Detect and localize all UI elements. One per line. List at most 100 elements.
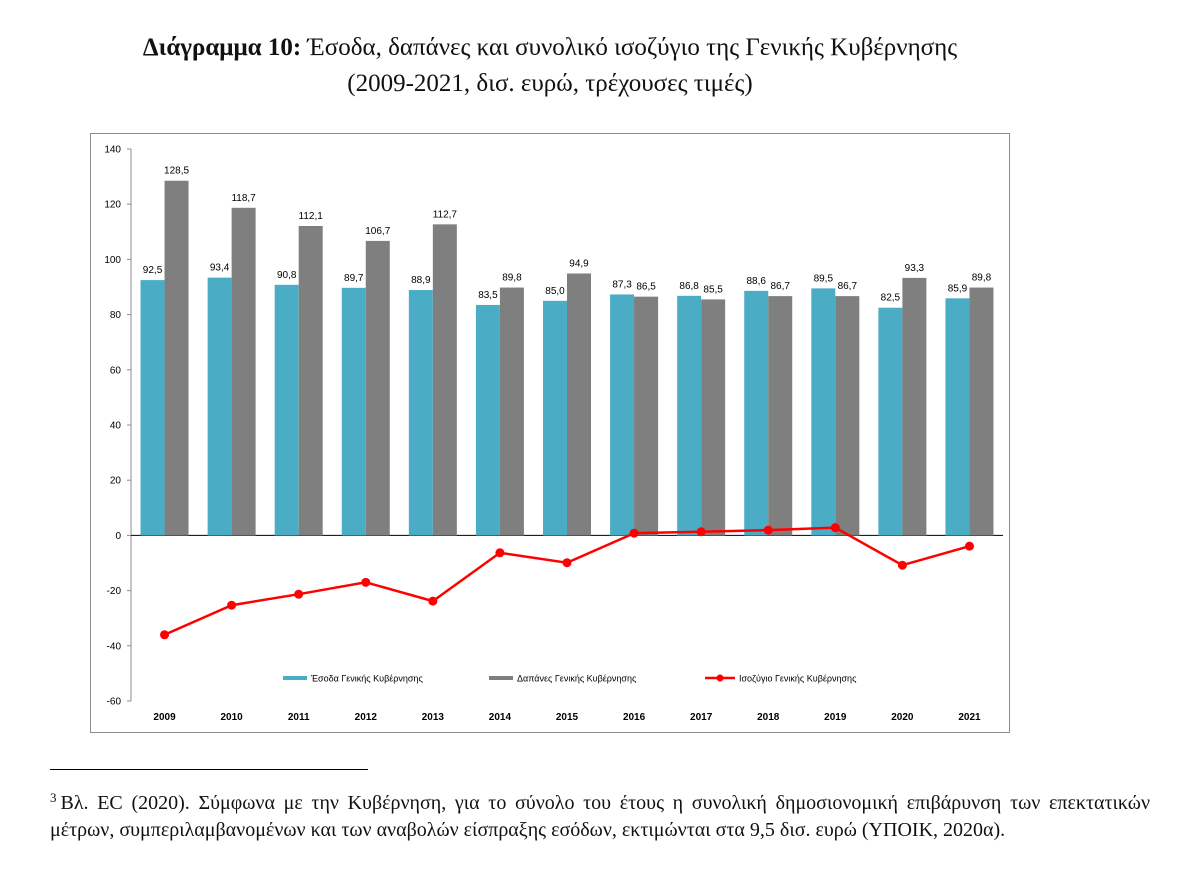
- chart-title: Διάγραμμα 10: Έσοδα, δαπάνες και συνολικ…: [0, 30, 1100, 102]
- legend-item-revenue: Έσοδα Γενικής Κυβέρνησης: [310, 674, 423, 684]
- y-tick-label: 80: [110, 310, 122, 321]
- x-tick-label: 2012: [355, 712, 378, 723]
- data-label-expenditure: 128,5: [164, 166, 189, 177]
- data-label-expenditure: 86,5: [636, 282, 656, 293]
- data-label-revenue: 87,3: [612, 279, 632, 290]
- balance-point: [428, 596, 438, 606]
- bar-revenue: [677, 295, 702, 536]
- balance-point: [763, 525, 773, 535]
- balance-point: [897, 560, 907, 570]
- bar-expenditure: [164, 180, 189, 536]
- y-tick-label: 140: [104, 145, 121, 156]
- footnote-marker: 3: [50, 790, 57, 805]
- bar-expenditure: [768, 296, 793, 536]
- bar-revenue: [140, 280, 165, 536]
- x-tick-label: 2019: [824, 712, 847, 723]
- footnote-text: Βλ. EC (2020). Σύμφωνα με την Κυβέρνηση,…: [50, 792, 1150, 841]
- x-tick-label: 2010: [220, 712, 243, 723]
- x-tick-label: 2018: [757, 712, 780, 723]
- data-label-expenditure: 106,7: [365, 226, 390, 237]
- bar-revenue: [543, 300, 567, 536]
- bar-revenue: [274, 284, 299, 536]
- title-prefix: Διάγραμμα 10:: [142, 34, 302, 61]
- y-tick-label: 20: [110, 476, 122, 487]
- x-tick-label: 2011: [288, 712, 310, 723]
- data-label-revenue: 88,6: [746, 276, 766, 287]
- data-label-expenditure: 118,7: [231, 193, 256, 204]
- data-label-revenue: 89,5: [814, 273, 834, 284]
- bar-expenditure: [567, 273, 591, 536]
- data-label-revenue: 93,4: [210, 263, 230, 274]
- bar-expenditure: [298, 226, 323, 536]
- data-label-expenditure: 112,1: [299, 211, 324, 222]
- footnote-separator: [50, 769, 368, 770]
- data-label-expenditure: 86,7: [770, 281, 790, 292]
- bar-revenue: [878, 307, 903, 536]
- data-label-revenue: 88,9: [411, 275, 431, 286]
- data-label-expenditure: 89,8: [972, 273, 992, 284]
- y-tick-label: 40: [110, 421, 122, 432]
- bar-expenditure: [902, 277, 927, 536]
- y-tick-label: -40: [107, 641, 122, 652]
- title-subtitle: (2009-2021, δισ. ευρώ, τρέχουσες τιμές): [347, 70, 753, 97]
- data-label-revenue: 89,7: [344, 273, 364, 284]
- bar-expenditure: [365, 240, 390, 536]
- bar-expenditure: [432, 224, 457, 536]
- balance-point: [227, 600, 237, 610]
- title-main: Έσοδα, δαπάνες και συνολικό ισοζύγιο της…: [301, 34, 958, 61]
- y-tick-label: 120: [104, 200, 121, 211]
- y-tick-label: -20: [107, 586, 122, 597]
- y-tick-label: 60: [110, 365, 122, 376]
- data-label-expenditure: 89,8: [502, 273, 522, 284]
- bar-revenue: [945, 298, 970, 536]
- balance-point: [361, 577, 371, 587]
- x-tick-label: 2017: [690, 712, 713, 723]
- balance-point: [629, 528, 639, 538]
- bar-revenue: [475, 304, 500, 536]
- y-tick-label: 0: [115, 531, 121, 542]
- bar-revenue: [811, 288, 836, 536]
- bar-expenditure: [701, 299, 726, 536]
- x-tick-label: 2021: [958, 712, 981, 723]
- balance-point: [830, 523, 840, 533]
- balance-line: [164, 526, 970, 636]
- bar-revenue: [744, 290, 769, 536]
- bar-revenue: [408, 290, 433, 536]
- balance-point: [964, 541, 974, 551]
- x-tick-label: 2016: [623, 712, 646, 723]
- data-label-revenue: 82,5: [881, 293, 901, 304]
- balance-point: [294, 589, 304, 599]
- data-label-revenue: 85,9: [948, 283, 968, 294]
- bar-expenditure: [499, 287, 524, 536]
- legend-item-expenditure: Δαπάνες Γενικής Κυβέρνησης: [517, 674, 637, 684]
- bar-expenditure: [231, 207, 256, 536]
- x-tick-label: 2015: [556, 712, 579, 723]
- data-label-expenditure: 94,9: [569, 258, 589, 269]
- x-tick-label: 2014: [489, 712, 512, 723]
- data-label-revenue: 85,0: [545, 286, 565, 297]
- data-label-expenditure: 86,7: [838, 281, 858, 292]
- x-tick-label: 2013: [422, 712, 445, 723]
- bar-expenditure: [835, 296, 860, 536]
- data-label-revenue: 92,5: [143, 265, 163, 276]
- legend-marker: [716, 674, 724, 682]
- bar-expenditure: [634, 296, 659, 536]
- balance-point: [160, 630, 170, 640]
- chart-frame: 140 120 100 80 60 40 20 0 -20 -40 -60 2009 2010 2011 2…: [90, 133, 1010, 733]
- balance-point: [562, 558, 572, 568]
- chart-svg: 140 120 100 80 60 40 20 0 -20 -40 -60 2009 2010 2011 2…: [104, 145, 1003, 723]
- balance-point: [696, 527, 706, 537]
- legend-item-balance: Ισοζύγιο Γενικής Κυβέρνησης: [739, 674, 857, 684]
- bar-expenditure: [969, 287, 994, 536]
- bar-revenue: [341, 287, 366, 536]
- y-tick-label: -60: [107, 697, 122, 708]
- bar-revenue: [207, 277, 232, 536]
- x-tick-label: 2009: [153, 712, 176, 723]
- footnote: 3 Βλ. EC (2020). Σύμφωνα με την Κυβέρνηση…: [50, 784, 1150, 844]
- bar-revenue: [610, 294, 635, 536]
- data-label-expenditure: 85,5: [703, 284, 723, 295]
- data-label-revenue: 83,5: [478, 290, 498, 301]
- x-tick-label: 2020: [891, 712, 914, 723]
- data-label-expenditure: 112,7: [433, 209, 458, 220]
- y-tick-label: 100: [104, 255, 121, 266]
